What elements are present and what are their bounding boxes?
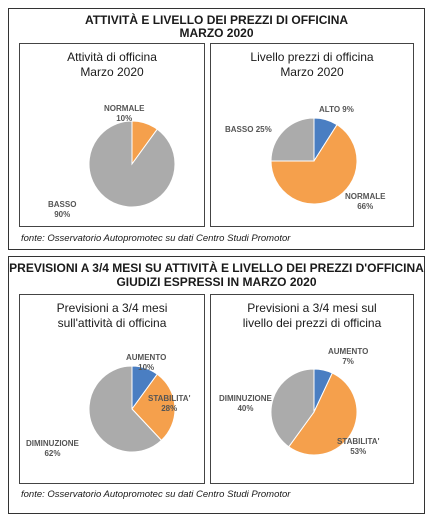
- pie-3-label-diminuzione-name: DIMINUZIONE: [219, 394, 272, 403]
- pie-panel-0-title-line2: Marzo 2020: [80, 65, 144, 79]
- pie-2-label-stabilita-name: STABILITA': [148, 394, 191, 403]
- pie-chart-1: [270, 117, 358, 205]
- pie-2-label-aumento: AUMENTO 10%: [126, 353, 166, 373]
- pie-3-slice-2: [270, 368, 315, 448]
- pie-1-label-basso-pct: 25%: [255, 125, 272, 134]
- pie-2-label-diminuzione-pct: 62%: [44, 449, 61, 458]
- top-section: ATTIVITÀ E LIVELLO DEI PREZZI DI OFFICIN…: [8, 8, 425, 250]
- pie-chart-0: [88, 120, 176, 208]
- pie-panel-0-title: Attività di officina Marzo 2020: [20, 50, 204, 80]
- pie-0-label-normale: NORMALE 10%: [104, 104, 144, 124]
- pie-1-label-alto-name: ALTO: [319, 105, 341, 114]
- pie-1-label-normale-name: NORMALE: [345, 192, 386, 201]
- pie-1-label-normale-pct: 66%: [357, 202, 374, 211]
- bottom-section: PREVISIONI A 3/4 MESI SU ATTIVITÀ E LIVE…: [8, 256, 425, 514]
- pie-panel-1: Livello prezzi di officina Marzo 2020 AL…: [210, 43, 414, 227]
- pie-0-label-normale-name: NORMALE: [104, 104, 145, 113]
- pie-panel-3-title: Previsioni a 3/4 mesi sul livello dei pr…: [211, 301, 413, 331]
- pie-1-label-alto: ALTO 9%: [319, 105, 354, 115]
- pie-3-slice-1: [288, 372, 358, 456]
- pie-panel-1-title: Livello prezzi di officina Marzo 2020: [211, 50, 413, 80]
- pie-2-label-diminuzione: DIMINUZIONE 62%: [26, 439, 79, 459]
- pie-3-label-aumento: AUMENTO 7%: [328, 347, 368, 367]
- pie-0-label-basso-name: BASSO: [48, 200, 77, 209]
- bottom-section-title-line2: GIUDIZI ESPRESSI IN MARZO 2020: [116, 275, 317, 289]
- pie-panel-2: Previsioni a 3/4 mesi sull'attività di o…: [19, 294, 205, 484]
- pie-2-label-aumento-name: AUMENTO: [126, 353, 167, 362]
- pie-2-label-diminuzione-name: DIMINUZIONE: [26, 439, 79, 448]
- top-section-title-line1: ATTIVITÀ E LIVELLO DEI PREZZI DI OFFICIN…: [84, 13, 349, 27]
- top-section-title-line2: MARZO 2020: [179, 26, 254, 40]
- pie-panel-3-title-line2: livello dei prezzi di officina: [242, 316, 382, 330]
- pie-2-label-stabilita: STABILITA' 28%: [148, 394, 191, 414]
- pie-panel-0: Attività di officina Marzo 2020 NORMALE …: [19, 43, 205, 227]
- pie-3-label-stabilita-pct: 53%: [350, 447, 367, 456]
- pie-3-label-stabilita-name: STABILITA': [337, 437, 380, 446]
- pie-panel-2-title-line2: sull'attività di officina: [57, 316, 167, 330]
- pie-1-label-normale: NORMALE 66%: [345, 192, 385, 212]
- pie-2-label-stabilita-pct: 28%: [161, 404, 178, 413]
- pie-panel-1-title-line2: Marzo 2020: [280, 65, 344, 79]
- pie-1-label-alto-pct: 9%: [342, 105, 354, 114]
- pie-panel-1-title-line1: Livello prezzi di officina: [250, 50, 374, 64]
- pie-1-slice-2: [270, 117, 315, 162]
- pie-0-label-basso: BASSO 90%: [48, 200, 76, 220]
- pie-1-slice-1: [270, 123, 358, 205]
- pie-2-slice-1: [131, 373, 176, 442]
- pie-panel-3: Previsioni a 3/4 mesi sul livello dei pr…: [210, 294, 414, 484]
- pie-panel-0-title-line1: Attività di officina: [67, 50, 157, 64]
- pie-0-slice-1: [88, 120, 176, 208]
- top-section-source: fonte: Osservatorio Autopromotec su dati…: [21, 233, 291, 244]
- pie-1-label-basso-name: BASSO: [225, 125, 254, 134]
- pie-3-label-aumento-name: AUMENTO: [328, 347, 369, 356]
- bottom-section-title-line1: PREVISIONI A 3/4 MESI SU ATTIVITÀ E LIVE…: [9, 261, 424, 275]
- pie-1-label-basso: BASSO 25%: [225, 125, 272, 135]
- pie-chart-2: [88, 365, 176, 453]
- pie-chart-3: [270, 368, 358, 456]
- pie-3-label-diminuzione: DIMINUZIONE 40%: [219, 394, 272, 414]
- pie-3-label-aumento-pct: 7%: [342, 357, 354, 366]
- pie-0-label-basso-pct: 90%: [54, 210, 71, 219]
- pie-2-label-aumento-pct: 10%: [138, 363, 155, 372]
- pie-panel-2-title: Previsioni a 3/4 mesi sull'attività di o…: [20, 301, 204, 331]
- pie-0-label-normale-pct: 10%: [116, 114, 133, 123]
- pie-3-label-stabilita: STABILITA' 53%: [337, 437, 380, 457]
- pie-panel-3-title-line1: Previsioni a 3/4 mesi sul: [247, 301, 377, 315]
- bottom-section-source: fonte: Osservatorio Autopromotec su dati…: [21, 489, 291, 500]
- pie-3-label-diminuzione-pct: 40%: [237, 404, 254, 413]
- pie-2-slice-2: [88, 365, 163, 453]
- pie-panel-2-title-line1: Previsioni a 3/4 mesi: [56, 301, 168, 315]
